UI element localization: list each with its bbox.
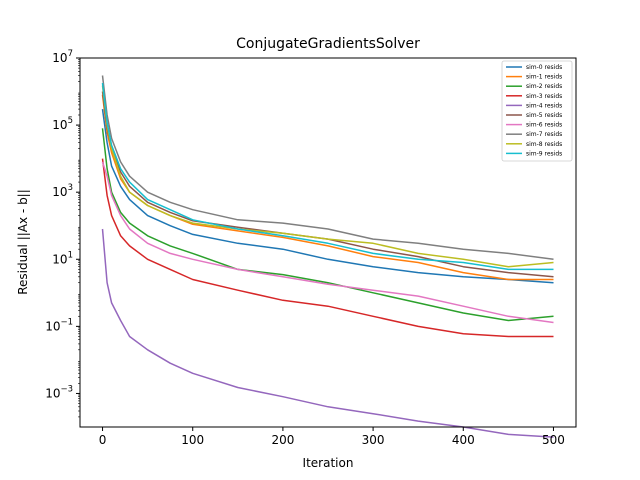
legend-label: sim-6 resids (526, 122, 562, 129)
y-tick-label: 105 (52, 116, 73, 132)
y-tick-exponent: 3 (68, 183, 73, 193)
y-tick-label: 10−3 (45, 384, 73, 400)
y-tick-label: 103 (52, 183, 73, 199)
legend-label: sim-2 resids (526, 83, 562, 90)
plot-lines (101, 75, 554, 438)
legend-label: sim-9 resids (526, 150, 562, 157)
y-tick-label: 107 (52, 49, 73, 65)
series-line-4 (101, 228, 554, 438)
x-tick-label: 100 (181, 433, 204, 447)
legend-label: sim-1 resids (526, 74, 562, 81)
x-tick-label: 500 (542, 433, 565, 447)
legend-item[interactable]: sim-0 resids (506, 64, 562, 71)
legend-label: sim-5 resids (526, 112, 562, 119)
legend-item[interactable]: sim-5 resids (506, 112, 562, 119)
legend-item[interactable]: sim-9 resids (506, 150, 562, 157)
y-tick-exponent: 7 (68, 49, 73, 59)
y-tick-base: 10 (52, 185, 67, 199)
legend[interactable]: sim-0 resids sim-1 resids sim-2 resids sim-… (501, 60, 573, 162)
y-tick-base: 10 (52, 51, 67, 65)
y-tick-exponent: 5 (68, 116, 73, 126)
y-tick-exponent: −3 (60, 384, 73, 394)
y-axis-label: Residual ||Ax - b|| (16, 189, 30, 295)
chart-title: ConjugateGradientsSolver (236, 36, 420, 52)
x-tick-label: 400 (452, 433, 475, 447)
legend-item[interactable]: sim-1 resids (506, 74, 562, 81)
legend-label: sim-8 resids (526, 141, 562, 148)
y-tick-exponent: 1 (68, 250, 73, 260)
y-tick-base: 10 (52, 118, 67, 132)
x-axis-label: Iteration (303, 456, 354, 470)
series-line-3 (101, 158, 554, 338)
x-axis: 0 100 200 300 400 500 (99, 427, 565, 447)
legend-item[interactable]: sim-8 resids (506, 141, 562, 148)
legend-label: sim-3 resids (526, 93, 562, 100)
series-line-1 (101, 94, 554, 281)
x-tick-label: 0 (99, 433, 107, 447)
x-tick-label: 300 (362, 433, 385, 447)
y-tick-label: 101 (52, 250, 73, 266)
x-tick-label: 200 (271, 433, 294, 447)
legend-item[interactable]: sim-7 resids (506, 131, 562, 138)
legend-item[interactable]: sim-4 resids (506, 102, 562, 109)
y-tick-base: 10 (45, 386, 60, 400)
legend-label: sim-0 resids (526, 64, 562, 71)
y-tick-exponent: −1 (60, 317, 73, 327)
legend-label: sim-4 resids (526, 102, 562, 109)
legend-item[interactable]: sim-2 resids (506, 83, 562, 90)
plot-frame (79, 57, 577, 428)
series-line-0 (101, 108, 554, 284)
legend-item[interactable]: sim-6 resids (506, 122, 562, 129)
legend-label: sim-7 resids (526, 131, 562, 138)
y-tick-base: 10 (45, 319, 60, 333)
series-line-6 (101, 161, 554, 324)
y-tick-label: 10−1 (45, 317, 73, 333)
series-line-8 (101, 85, 554, 268)
series-line-7 (101, 75, 554, 261)
legend-item[interactable]: sim-3 resids (506, 93, 562, 100)
series-line-2 (101, 128, 554, 322)
y-tick-base: 10 (52, 252, 67, 266)
series-line-9 (101, 82, 554, 271)
